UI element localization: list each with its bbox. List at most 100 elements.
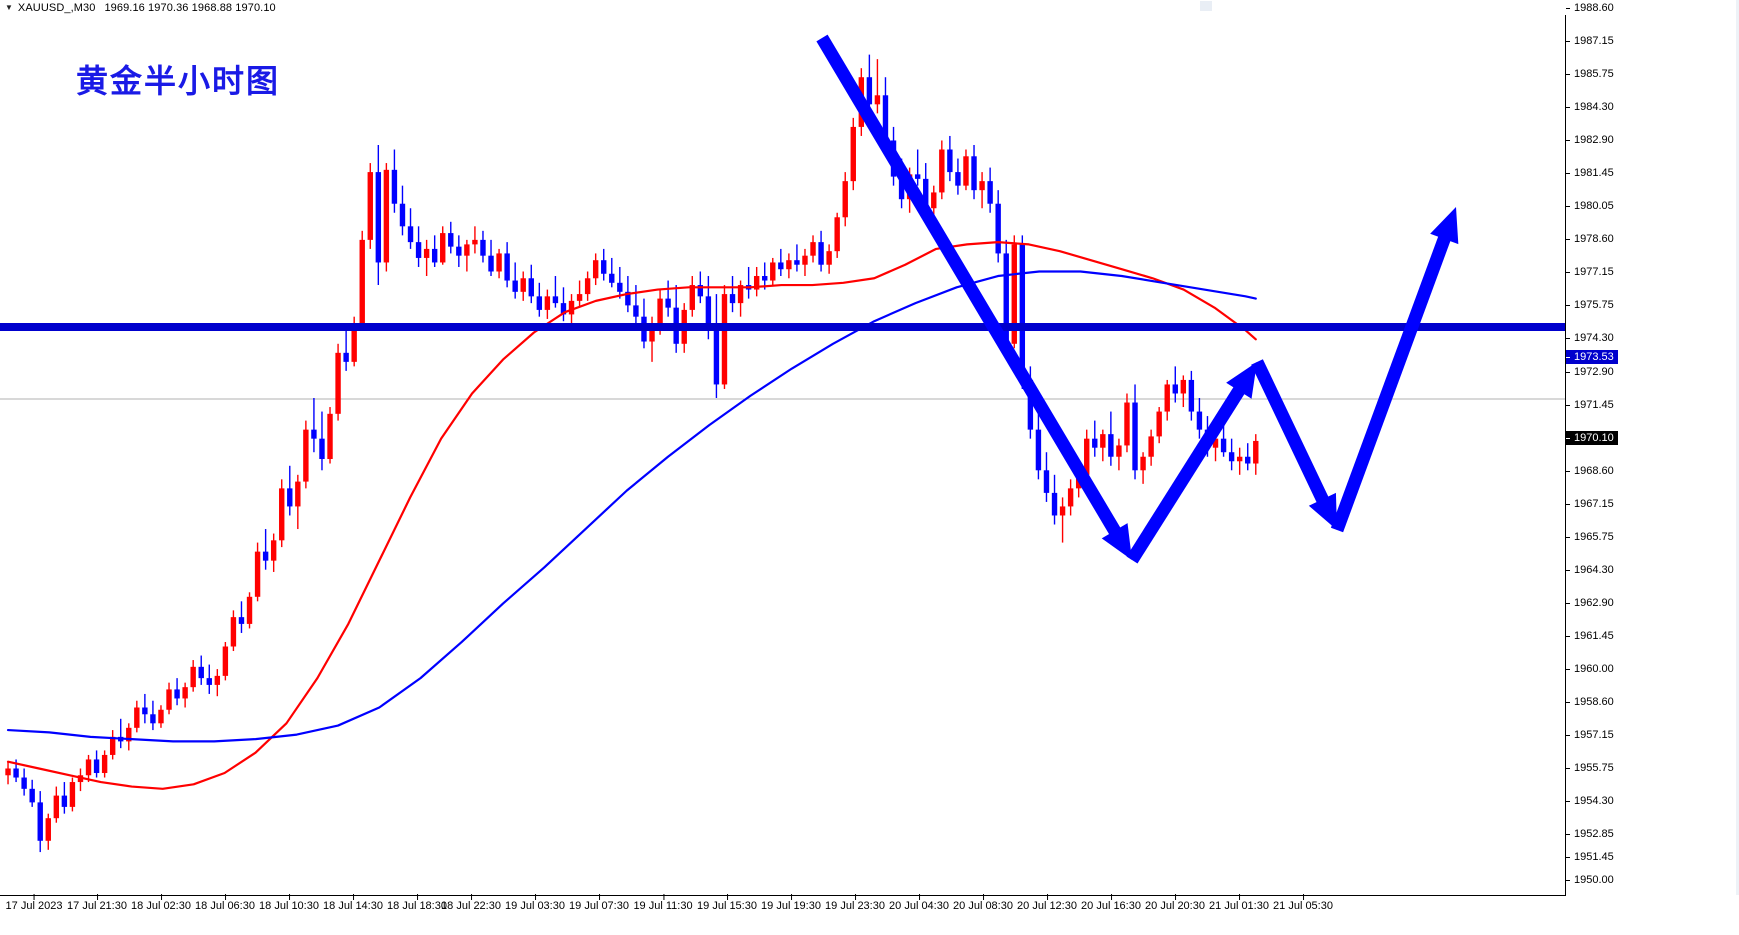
price-tick-label: 1980.05	[1566, 199, 1614, 213]
vertical-scroll-rail[interactable]	[1736, 0, 1739, 895]
candle-body	[802, 255, 808, 265]
time-value: 18 Jul 18:30	[387, 900, 447, 912]
tick-mark-icon	[1175, 894, 1176, 900]
candle-body	[327, 413, 333, 459]
candle-body	[1019, 244, 1026, 380]
candle-body	[520, 278, 526, 292]
candle-body	[914, 174, 921, 179]
time-tick-label: 18 Jul 02:30	[131, 894, 191, 912]
candle-body	[69, 782, 76, 807]
time-tick-label: 21 Jul 05:30	[1273, 894, 1333, 912]
candle-body	[705, 296, 712, 331]
candle-body	[109, 736, 116, 755]
tick-mark-icon	[1566, 879, 1570, 881]
candle-body	[383, 169, 390, 263]
candle-body	[238, 617, 245, 624]
price-value: 1952.85	[1574, 828, 1614, 840]
candle-body	[448, 233, 454, 247]
candle-body	[1003, 253, 1009, 344]
price-value: 1985.75	[1574, 68, 1614, 80]
candle-body	[351, 323, 357, 362]
time-value: 19 Jul 15:30	[697, 900, 757, 912]
candle-body	[214, 675, 221, 685]
candle-body	[939, 149, 945, 193]
time-tick-label: 19 Jul 03:30	[505, 894, 565, 912]
candle-body	[254, 551, 261, 597]
time-axis[interactable]: 17 Jul 2023 17 Jul 21:30 18 Jul 02:30 18 Ju…	[0, 894, 1739, 935]
tick-mark-icon	[1566, 701, 1570, 703]
candle-body	[415, 242, 422, 258]
tick-mark-icon	[983, 894, 984, 900]
candle-body	[1253, 440, 1259, 464]
candle-body	[794, 260, 800, 265]
symbol-label: XAUUSD_,M30	[17, 1, 96, 14]
candle-body	[770, 262, 776, 281]
price-value: 1960.00	[1574, 663, 1614, 675]
time-tick-label: 17 Jul 21:30	[67, 894, 127, 912]
candle-body	[1011, 244, 1017, 344]
moving-average-line	[6, 241, 1257, 790]
tick-mark-icon	[919, 894, 920, 900]
candle-body	[472, 239, 478, 245]
symbol-bar: ▼ XAUUSD_,M30 1969.16 1970.36 1968.88 19…	[0, 0, 1739, 16]
chart-title-annotation: 黄金半小时图	[76, 62, 281, 100]
tick-mark-icon	[1566, 238, 1570, 240]
price-tick-label: 1950.00	[1566, 873, 1614, 887]
candle-body	[85, 759, 92, 776]
candle-body	[13, 768, 19, 778]
candle-body	[963, 156, 969, 186]
tick-mark-icon	[1566, 569, 1570, 571]
downtrend-arrow-shaft	[816, 34, 1127, 546]
tick-mark-icon	[1566, 356, 1570, 358]
candle-body	[61, 795, 68, 807]
price-tick-label: 1958.60	[1566, 695, 1614, 709]
candle-body	[311, 429, 317, 439]
support-level-label: 1973.53	[1566, 350, 1618, 364]
candle-body	[617, 282, 623, 292]
candle-body	[1043, 470, 1050, 493]
candle-body	[1212, 438, 1219, 448]
candle-body	[1164, 384, 1170, 412]
chart-plot-area[interactable]	[0, 15, 1566, 896]
rebound-arrow-shaft	[1126, 376, 1252, 564]
candle-body	[45, 818, 51, 841]
tick-mark-icon	[791, 894, 792, 900]
price-axis[interactable]: 1988.60 1987.15 1985.75 1984.30 1982.90 1981.…	[1566, 0, 1739, 895]
price-tick-label: 1955.75	[1566, 761, 1614, 775]
time-tick-label: 19 Jul 19:30	[761, 894, 821, 912]
chart-window-handle[interactable]	[1200, 1, 1212, 11]
time-tick-label: 19 Jul 07:30	[569, 894, 629, 912]
time-value: 17 Jul 2023	[5, 900, 63, 912]
price-tick-label: 1951.45	[1566, 850, 1614, 864]
candle-body	[818, 242, 824, 265]
time-value: 19 Jul 03:30	[505, 900, 565, 912]
tick-mark-icon	[1566, 304, 1570, 306]
candle-body	[142, 707, 148, 715]
price-value: 1957.15	[1574, 729, 1614, 741]
price-value: 1987.15	[1574, 35, 1614, 47]
candle-body	[601, 260, 607, 274]
candle-body	[1220, 438, 1227, 453]
candle-body	[1124, 402, 1130, 446]
candle-body	[786, 260, 792, 270]
time-tick-label: 17 Jul 2023	[5, 894, 63, 912]
candle-body	[246, 596, 253, 624]
candle-body	[230, 617, 237, 647]
caret-down-icon[interactable]: ▼	[5, 2, 13, 12]
candle-body	[391, 169, 398, 204]
last-price-label: 1970.10	[1566, 431, 1618, 445]
candle-body	[874, 95, 881, 105]
tick-mark-icon	[1566, 205, 1570, 207]
candle-body	[5, 768, 11, 776]
candle-body	[464, 244, 470, 256]
time-tick-label: 20 Jul 20:30	[1145, 894, 1205, 912]
price-value: 1984.30	[1574, 101, 1614, 113]
price-tick-label: 1977.15	[1566, 265, 1614, 279]
price-tick-label: 1987.15	[1566, 34, 1614, 48]
time-value: 21 Jul 05:30	[1273, 900, 1333, 912]
price-tick-label: 1981.45	[1566, 166, 1614, 180]
tick-mark-icon	[1566, 800, 1570, 802]
tick-mark-icon	[1111, 894, 1112, 900]
tick-mark-icon	[1566, 371, 1570, 373]
